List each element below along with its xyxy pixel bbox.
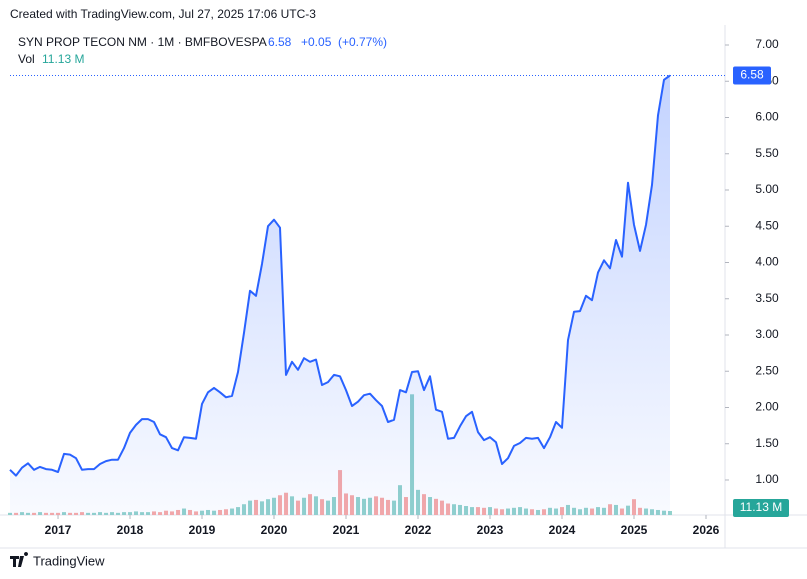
change-pct: (+0.77%) [338,35,387,49]
y-tick-label: 2.50 [755,363,779,377]
y-tick-label: 6.00 [755,110,779,124]
x-tick-label: 2024 [549,523,576,537]
y-tick-label: 1.00 [755,472,779,486]
legend: SYN PROP TECON NM · 1M · BMFBOVESPA 6.58… [18,35,387,66]
last-price: 6.58 [268,35,292,49]
x-tick-label: 2026 [693,523,720,537]
volume-badge-label: 11.13 M [740,500,782,514]
y-tick-label: 3.00 [755,327,779,341]
y-tick-label: 2.00 [755,400,779,414]
created-note: Created with TradingView.com, Jul 27, 20… [10,7,316,21]
last-price-badge [733,66,771,85]
x-tick-label: 2020 [261,523,288,537]
vol-value: 11.13 M [42,52,84,66]
x-tick-label: 2025 [621,523,648,537]
x-tick-label: 2019 [189,523,216,537]
logo [10,552,29,567]
x-tick-label: 2017 [45,523,72,537]
x-tick-label: 2021 [333,523,360,537]
x-tick-label: 2018 [117,523,144,537]
volume-badge [733,499,789,518]
x-tick-label: 2023 [477,523,504,537]
x-tick-label: 2022 [405,523,432,537]
y-tick-label: 5.50 [755,146,779,160]
symbol: SYN PROP TECON NM · 1M · BMFBOVESPA [18,35,267,49]
y-tick-label: 5.00 [755,182,779,196]
vol-title: Vol [18,52,35,66]
price-line [9,74,671,477]
price-area [10,75,670,515]
last-price-label: 6.58 [740,68,764,82]
y-tick-label: 1.50 [755,436,779,450]
brand-name: TradingView [33,553,105,568]
y-tick-label: 3.50 [755,291,779,305]
y-tick-label: 4.50 [755,218,779,232]
y-tick-label: 7.00 [755,37,779,51]
brand: TradingView [10,552,105,568]
y-tick-label: 4.00 [755,255,779,269]
change: +0.05 [301,35,332,49]
